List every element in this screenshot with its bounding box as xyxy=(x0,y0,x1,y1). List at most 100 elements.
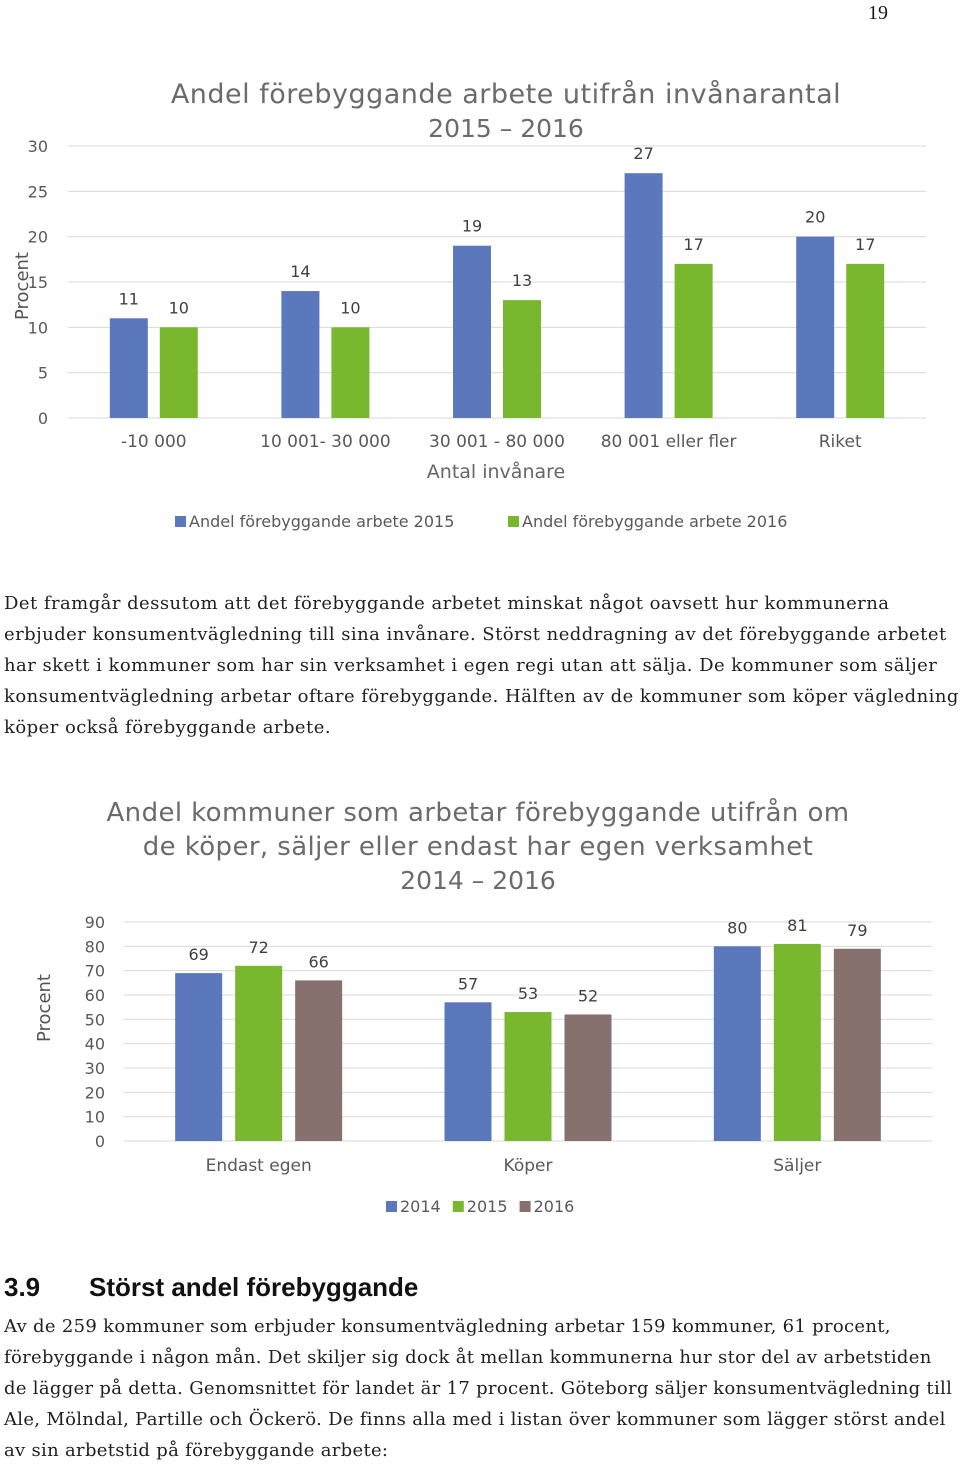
chart2-subtitle: 2014 – 2016 xyxy=(400,866,556,895)
legend-swatch xyxy=(175,516,186,527)
chart2-y-ticks: 0 10 20 30 40 50 60 70 80 90 xyxy=(85,913,105,1151)
chart2-bars xyxy=(175,943,881,1141)
y-tick-label: 0 xyxy=(38,409,48,428)
y-tick-label: 10 xyxy=(28,318,48,337)
y-tick-label: 30 xyxy=(28,137,48,156)
data-label: 17 xyxy=(683,235,703,254)
x-tick-label: Köper xyxy=(504,1156,553,1176)
chart2-x-ticks: Endast egen Köper Säljer xyxy=(206,1156,822,1176)
legend-label: Andel förebyggande arbete 2016 xyxy=(522,512,787,531)
y-tick-label: 70 xyxy=(85,962,105,981)
legend-label: 2014 xyxy=(400,1197,441,1216)
chart2-data-labels: 69 72 66 57 53 52 80 81 79 xyxy=(188,916,867,1006)
x-tick-label: Säljer xyxy=(773,1156,821,1176)
section-number: 3.9 xyxy=(4,1272,41,1302)
legend-swatch xyxy=(452,1201,464,1212)
y-tick-label: 80 xyxy=(85,937,105,956)
y-tick-label: 15 xyxy=(28,273,48,292)
legend-swatch xyxy=(519,1201,531,1212)
bar xyxy=(564,1014,612,1141)
y-tick-label: 30 xyxy=(85,1059,105,1078)
bar xyxy=(453,245,491,418)
data-label: 53 xyxy=(518,984,538,1003)
bar xyxy=(796,236,835,418)
chart1-gridlines xyxy=(68,145,926,419)
data-label: 57 xyxy=(458,974,478,993)
x-tick-label: 30 001 - 80 000 xyxy=(429,432,565,452)
bar xyxy=(281,291,320,418)
chart1-x-ticks: -10 000 10 001- 30 000 30 001 - 80 000 80 0… xyxy=(121,432,862,452)
section-heading: 3.9 Störst andel förebyggande xyxy=(4,1272,418,1303)
chart1-bars xyxy=(109,173,885,418)
y-tick-label: 5 xyxy=(38,364,48,383)
legend-label: Andel förebyggande arbete 2015 xyxy=(189,512,454,531)
bar xyxy=(331,327,370,418)
bar xyxy=(833,948,881,1141)
bar xyxy=(713,946,761,1141)
chart2-y-axis-label: Procent xyxy=(34,974,55,1042)
chart1-title: Andel förebyggande arbete utifrån invåna… xyxy=(171,79,841,110)
data-label: 27 xyxy=(633,144,653,163)
section-title: Störst andel förebyggande xyxy=(89,1272,419,1302)
bar xyxy=(504,1012,552,1141)
y-tick-label: 90 xyxy=(85,913,105,932)
chart1-legend: Andel förebyggande arbete 2015 Andel före… xyxy=(175,512,787,531)
chart1-subtitle: 2015 – 2016 xyxy=(428,114,584,143)
x-tick-label: Endast egen xyxy=(206,1156,312,1176)
bar xyxy=(674,263,713,418)
chart1-y-axis-label: Procent xyxy=(12,252,33,320)
data-label: 11 xyxy=(119,289,139,308)
data-label: 10 xyxy=(169,298,189,317)
y-tick-label: 60 xyxy=(85,986,105,1005)
x-tick-label: 80 001 eller fler xyxy=(601,432,737,452)
bar xyxy=(109,318,148,418)
chart1-y-ticks: 0 5 10 15 20 25 30 xyxy=(28,137,48,428)
y-tick-label: 25 xyxy=(28,182,48,201)
x-tick-label: -10 000 xyxy=(121,432,187,452)
chart-prevention-by-buy-sell: 0 10 20 30 40 50 60 70 80 90 69 72 66 57 53 52 80 81 79 E… xyxy=(34,797,932,1216)
bar xyxy=(235,965,283,1141)
data-label: 17 xyxy=(855,235,875,254)
chart2-title-line1: Andel kommuner som arbetar förebyggande … xyxy=(107,797,850,828)
bar xyxy=(624,173,663,418)
chart-prevention-by-population: 0 5 10 15 20 25 30 11 10 14 10 19 13 27 17 20 17 -10 00… xyxy=(12,79,926,531)
y-tick-label: 0 xyxy=(95,1132,105,1151)
data-label: 14 xyxy=(290,262,310,281)
bar xyxy=(175,973,223,1141)
data-label: 72 xyxy=(248,938,268,957)
data-label: 66 xyxy=(308,952,328,971)
chart1-data-labels: 11 10 14 10 19 13 27 17 20 17 xyxy=(119,144,876,317)
chart1-x-axis-label: Antal invånare xyxy=(427,460,565,483)
bar xyxy=(159,327,198,418)
data-label: 79 xyxy=(847,921,867,940)
bar xyxy=(295,980,343,1141)
legend-swatch xyxy=(508,516,519,527)
legend-label: 2015 xyxy=(467,1197,508,1216)
data-label: 81 xyxy=(787,916,807,935)
data-label: 20 xyxy=(805,208,825,227)
data-label: 52 xyxy=(578,986,598,1005)
bar xyxy=(773,943,821,1141)
y-tick-label: 20 xyxy=(28,228,48,247)
y-tick-label: 50 xyxy=(85,1010,105,1029)
y-tick-label: 10 xyxy=(85,1108,105,1127)
bar xyxy=(444,1002,492,1141)
data-label: 13 xyxy=(512,271,532,290)
data-label: 19 xyxy=(462,217,482,236)
page-number: 19 xyxy=(868,2,888,24)
chart2-title-line2: de köper, säljer eller endast har egen v… xyxy=(143,832,814,862)
legend-swatch xyxy=(386,1201,397,1212)
y-tick-label: 40 xyxy=(85,1035,105,1054)
x-tick-label: Riket xyxy=(819,432,862,452)
data-label: 69 xyxy=(188,945,208,964)
bar xyxy=(846,263,885,418)
paragraph-section-body: Av de 259 kommuner som erbjuder konsumen… xyxy=(4,1316,953,1461)
data-label: 80 xyxy=(727,918,747,937)
x-tick-label: 10 001- 30 000 xyxy=(260,432,391,452)
data-label: 10 xyxy=(340,298,360,317)
legend-label: 2016 xyxy=(534,1197,575,1216)
bar xyxy=(503,300,541,418)
chart2-legend: 2014 2015 2016 xyxy=(386,1197,574,1216)
paragraph-intro: Det framgår dessutom att det förebyggand… xyxy=(4,593,959,738)
y-tick-label: 20 xyxy=(85,1083,105,1102)
